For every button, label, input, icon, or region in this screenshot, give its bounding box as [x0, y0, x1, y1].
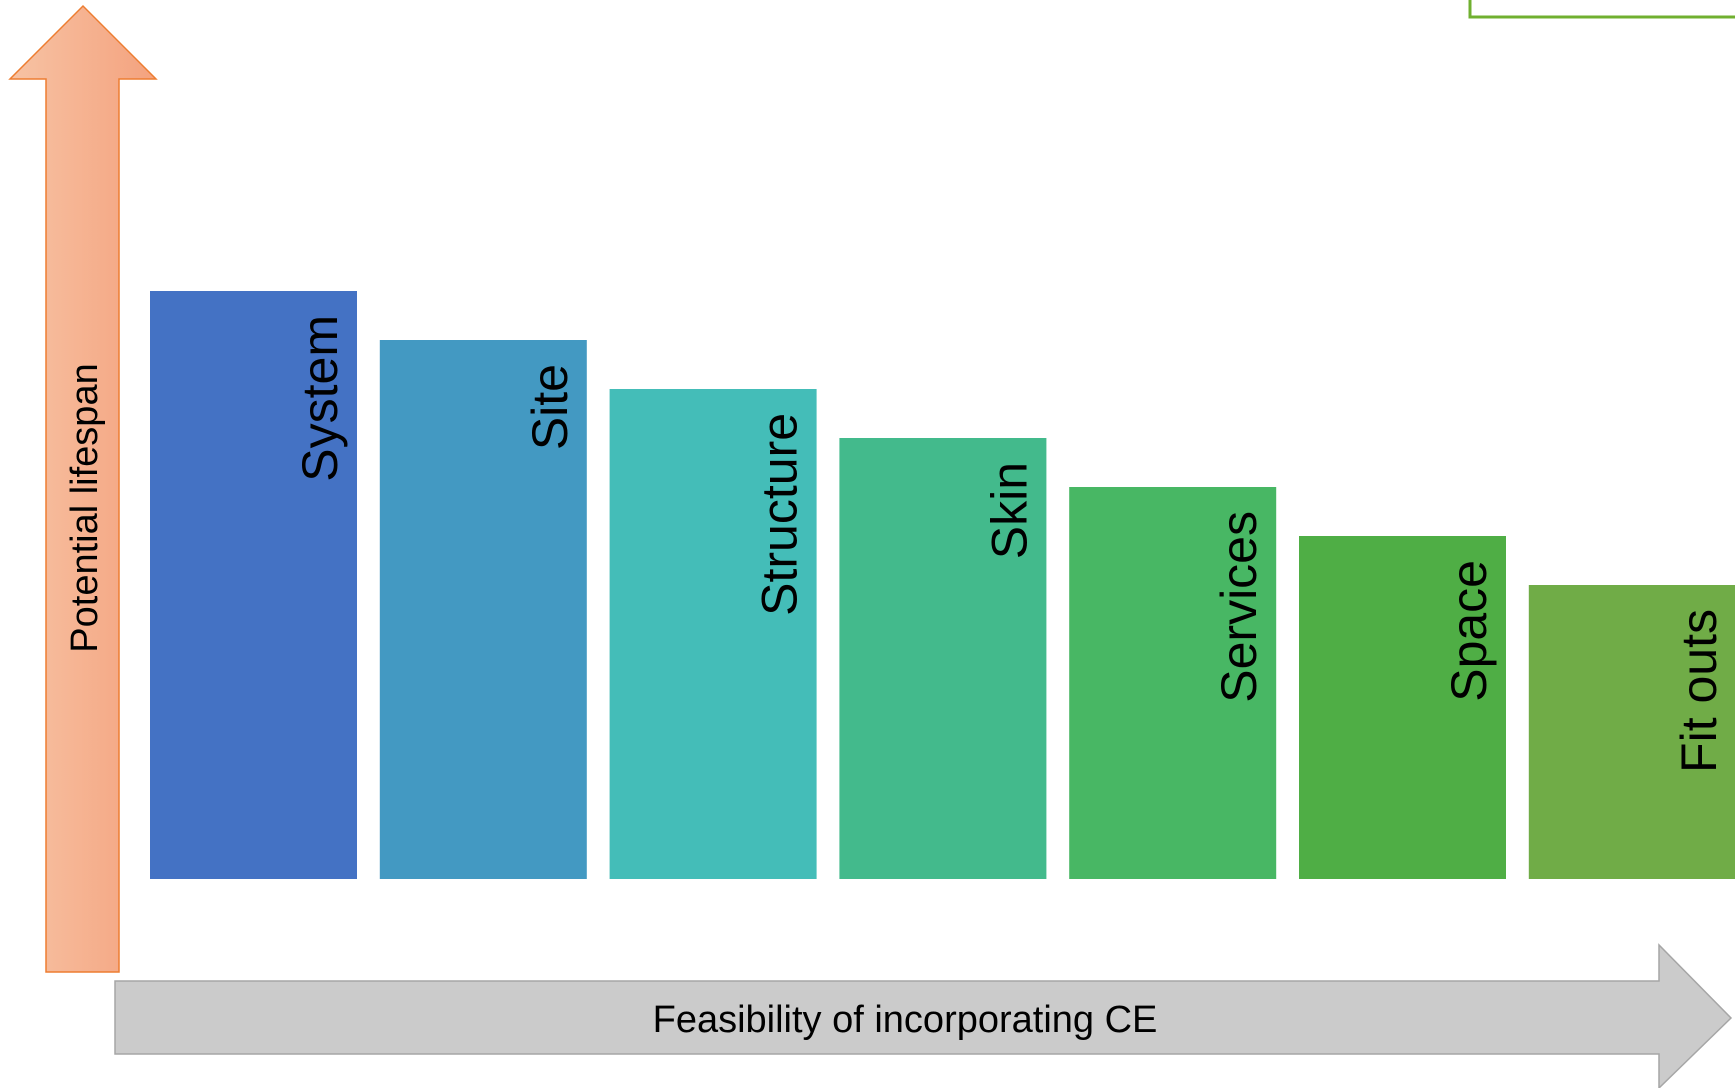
vertical-arrow-shape — [8, 4, 158, 973]
bar-label-space: Space — [1441, 560, 1497, 702]
bar-label-services: Services — [1211, 511, 1267, 703]
bar-space — [1299, 536, 1506, 879]
bar-label-site: Site — [522, 364, 578, 450]
vertical-axis-label: Potential lifespan — [64, 363, 106, 652]
bar-structure — [609, 389, 817, 879]
horizontal-arrow-shape — [114, 943, 1733, 1088]
horizontal-axis-arrow: Feasibility of incorporating CE — [114, 943, 1733, 1088]
bar-skin — [839, 438, 1047, 879]
bar-fit-outs — [1528, 585, 1735, 879]
bar-label-system: System — [292, 315, 348, 482]
bar-label-fit-outs: Fit outs — [1671, 609, 1727, 773]
bars-group: System Site Structure Skin Services Space Fit … — [150, 291, 1735, 879]
horizontal-axis-label: Feasibility of incorporating CE — [653, 999, 1158, 1041]
bar-site — [379, 340, 587, 879]
bar-label-skin: Skin — [981, 462, 1037, 559]
bar-label-structure: Structure — [752, 413, 808, 616]
bar-services — [1069, 487, 1277, 879]
corner-box — [1468, 0, 1735, 19]
bar-system — [150, 291, 357, 879]
vertical-axis-arrow: Potential lifespan — [8, 4, 158, 973]
